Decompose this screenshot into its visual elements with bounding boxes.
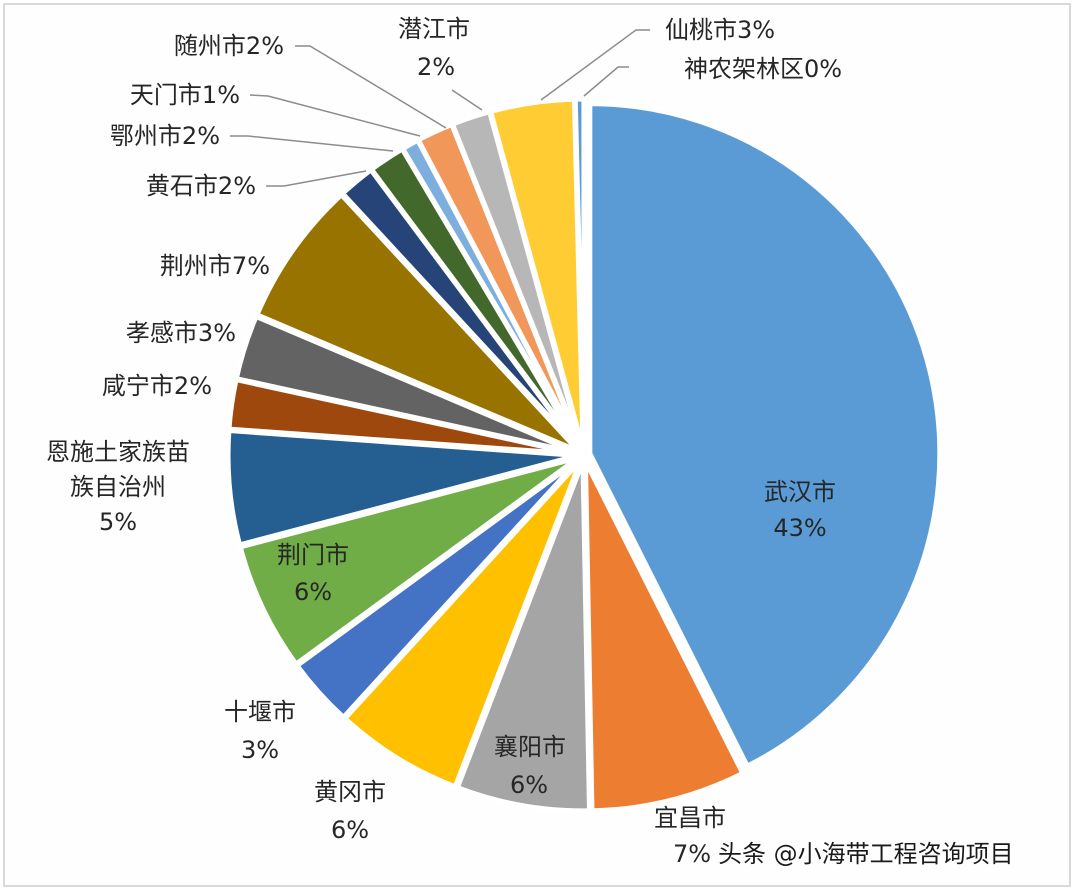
pie-slice-5	[237, 455, 582, 667]
label-yichang-pct: 7%	[673, 840, 711, 868]
label-xiangyang-name: 襄阳市	[494, 733, 566, 761]
pie-slice-3	[342, 457, 584, 790]
label-xiangyang-pct: 6%	[510, 771, 548, 799]
pie-slice-9	[254, 192, 582, 455]
watermark-text: 头条 @小海带工程咨询项目	[718, 840, 1014, 868]
label-yichang-name: 宜昌市	[654, 804, 726, 832]
label-xiaogan: 孝感市3%	[126, 319, 236, 347]
label-enshi-line2: 族自治州	[70, 473, 166, 501]
leader-qianjiang	[451, 89, 483, 111]
pie-slices	[225, 96, 943, 814]
pie-slice-16	[572, 96, 587, 452]
pie-slice-0	[587, 101, 943, 769]
leader-shennongjia	[583, 66, 629, 97]
label-jingmen-pct: 6%	[294, 578, 332, 606]
label-jingmen-name: 荆门市	[277, 541, 349, 569]
label-huanggang-pct: 6%	[331, 816, 369, 844]
leader-xiantao	[540, 29, 650, 101]
leader-tianmen	[249, 94, 421, 137]
label-enshi-line1: 恩施土家族苗	[46, 438, 190, 466]
label-xianning: 咸宁市2%	[102, 372, 212, 400]
label-jingzhou: 荆州市7%	[160, 252, 270, 280]
label-huangshi: 黄石市2%	[146, 172, 256, 200]
label-tianmen: 天门市1%	[130, 81, 240, 109]
pie-slice-1	[582, 458, 746, 814]
pie-slice-2	[454, 458, 592, 814]
leader-lines	[230, 29, 650, 187]
label-shiyan-name: 十堰市	[224, 698, 296, 726]
label-wuhan-name: 武汉市	[764, 478, 836, 506]
leader-suizhou	[295, 45, 447, 129]
label-wuhan-pct: 43%	[773, 514, 826, 542]
label-shiyan-pct: 3%	[241, 736, 279, 764]
label-huanggang-name: 黄冈市	[314, 778, 386, 806]
leader-ezhou	[230, 135, 394, 152]
label-ezhou: 鄂州市2%	[110, 122, 220, 150]
leader-huangshi	[266, 170, 367, 187]
label-suizhou: 随州市2%	[174, 32, 284, 60]
label-qianjiang-name: 潜江市	[398, 15, 470, 43]
label-enshi-pct: 5%	[99, 508, 137, 536]
label-qianjiang-pct: 2%	[417, 53, 455, 81]
label-shennongjia: 神农架林区0%	[684, 55, 842, 83]
label-xiantao: 仙桃市3%	[665, 16, 775, 44]
